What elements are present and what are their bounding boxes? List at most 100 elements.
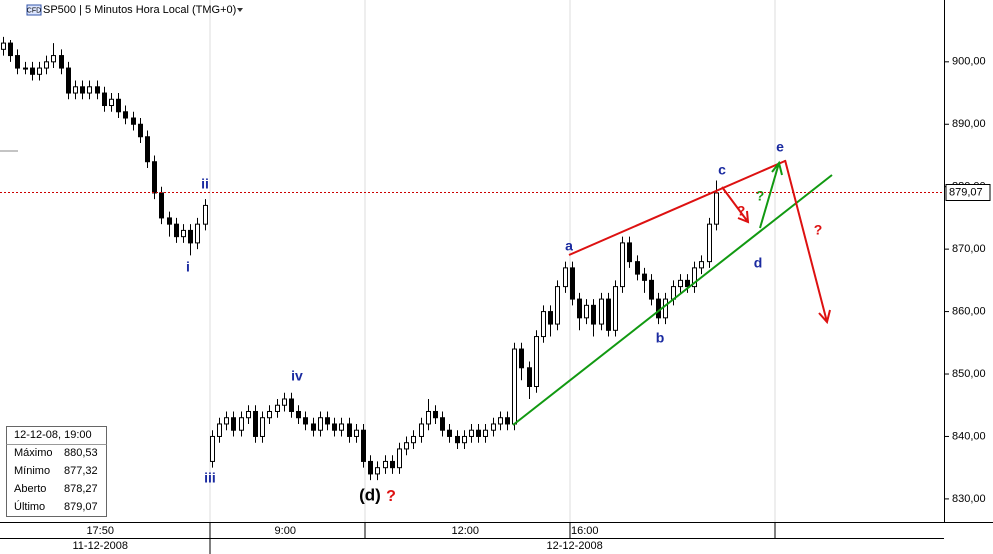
y-tick-label: 830,00 [952, 493, 986, 505]
candle-body [347, 423, 352, 437]
y-tick-label: 870,00 [952, 243, 986, 255]
candle [354, 423, 359, 443]
info-box: 12-12-08, 19:00 Máximo 880,53 Mínimo 877,32… [6, 426, 107, 517]
candle-body [145, 136, 150, 163]
candle-body [354, 429, 359, 437]
candle [318, 411, 323, 437]
question-mark: ? [756, 188, 765, 204]
candle [289, 392, 294, 418]
candle-body [80, 86, 85, 94]
candle-body [433, 410, 438, 419]
candle [116, 93, 121, 119]
candle [15, 49, 20, 75]
candle [267, 405, 272, 424]
candle-body [469, 429, 474, 437]
candle-body [707, 223, 712, 263]
info-key: Máximo [14, 447, 53, 459]
candle [51, 43, 56, 69]
candle-body [483, 429, 488, 437]
candle-body [411, 435, 416, 444]
candle [138, 118, 143, 143]
info-value: 877,32 [64, 465, 98, 477]
candle-body [15, 55, 20, 69]
candle-body [447, 429, 452, 437]
candle-body [87, 86, 92, 94]
wave-label: iii [204, 470, 216, 486]
candle-body [519, 348, 524, 369]
candle-body [498, 417, 503, 425]
candle [80, 80, 85, 100]
dropdown-arrow[interactable] [237, 8, 243, 12]
candle-body [606, 298, 611, 331]
candle-body [584, 304, 589, 319]
candle [411, 430, 416, 449]
candle-body [267, 410, 272, 419]
wave-label: ii [201, 176, 209, 192]
candle-body [8, 42, 13, 57]
x-tick-label: 12:00 [451, 525, 479, 537]
candle-body [174, 223, 179, 238]
candle [87, 80, 92, 100]
candle-body [390, 460, 395, 469]
candle-body [181, 229, 186, 238]
candle [397, 442, 402, 474]
candle-body [440, 417, 445, 431]
candle [512, 342, 517, 431]
candle [584, 299, 589, 325]
candle-body [51, 55, 56, 63]
candle-body [663, 298, 668, 319]
candle [253, 405, 258, 443]
candle [577, 292, 582, 331]
candle-body [159, 192, 164, 219]
plot [1, 36, 719, 481]
candle-body [253, 410, 258, 437]
candle [440, 411, 445, 437]
candle [563, 261, 568, 293]
candle-body [66, 67, 71, 94]
candle-body [23, 67, 28, 70]
x-tick-label: 17:50 [86, 525, 114, 537]
candle-body [109, 98, 114, 107]
candle [95, 80, 100, 100]
candle-body [462, 435, 467, 444]
candle [231, 411, 236, 437]
candle-body [296, 410, 301, 419]
chart-title: SP500 | 5 Minutos Hora Local (TMG+0) [43, 4, 236, 16]
question-mark: ? [386, 488, 396, 505]
candle [599, 292, 604, 331]
candle [426, 398, 431, 431]
candle-body [59, 55, 64, 69]
question-mark: ? [737, 203, 746, 219]
candle [109, 93, 114, 112]
candle-body [563, 267, 568, 288]
wave-label: b [656, 330, 665, 346]
candle [339, 417, 344, 437]
candle-body [591, 304, 596, 325]
candle [541, 305, 546, 343]
candle-body [426, 410, 431, 425]
info-date: 12-12-08, 19:00 [14, 429, 92, 441]
candle-body [476, 429, 481, 437]
wave-labels: ii i iii iv (d) ? a b c d e ? ? ? [186, 139, 822, 506]
candle-body [527, 367, 532, 388]
last-price-label: 879,07 [949, 186, 983, 198]
candle [476, 423, 481, 443]
candle [505, 411, 510, 431]
candle [44, 55, 49, 75]
candle-body [368, 460, 373, 475]
wave-label: (d) [359, 485, 381, 504]
candle [224, 411, 229, 431]
candle [325, 411, 330, 431]
candle-body [613, 286, 618, 331]
candle-body [260, 417, 265, 437]
candle [145, 130, 150, 168]
candle [131, 111, 136, 131]
trend-line [568, 160, 786, 256]
candle-body [419, 423, 424, 437]
info-key: Mínimo [14, 465, 50, 477]
info-frame [6, 426, 107, 517]
candle [260, 411, 265, 443]
info-key: Último [14, 500, 45, 513]
info-key: Aberto [14, 483, 46, 495]
